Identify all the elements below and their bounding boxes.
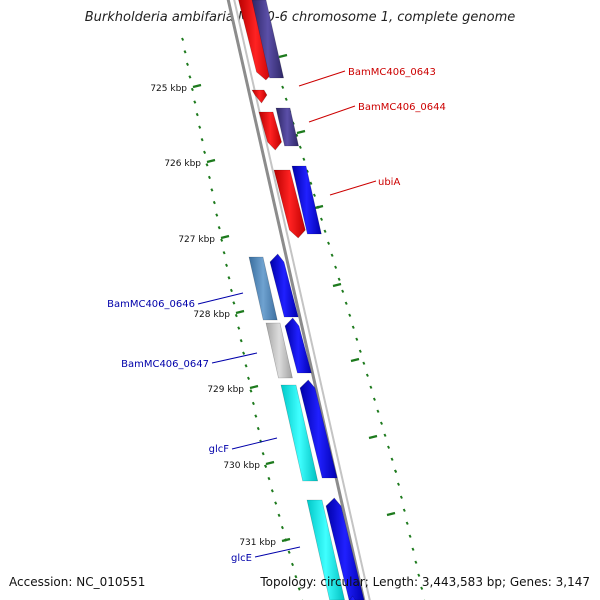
gene-block-forward[interactable]: [306, 499, 345, 600]
gene-leader-line: [254, 546, 301, 558]
cds-block-forward[interactable]: [346, 595, 360, 600]
outer-major-tick: [386, 511, 396, 517]
gene-leader-line: [308, 105, 356, 123]
features: [238, 0, 365, 600]
major-tick: [249, 384, 259, 390]
map-title: Burkholderia ambifaria MC40-6 chromosome…: [84, 10, 516, 25]
gene-leader-line: [211, 352, 258, 364]
tick-label: 730 kbp: [223, 461, 260, 471]
tick-label: 725 kbp: [150, 84, 187, 94]
gene-block-forward[interactable]: [280, 384, 319, 482]
scale-ticks: 725 kbp 726 kbp 727 kbp 728 kbp 729 kbp 730 k…: [150, 37, 426, 600]
labels: BamMC406_0643 BamMC406_0644 ubiA BamMC406_0…: [107, 67, 446, 564]
cds-block-forward[interactable]: [299, 379, 338, 479]
summary-text: Topology: circular; Length: 3,443,583 bp…: [260, 575, 590, 589]
major-tick: [235, 309, 245, 315]
accession-text: Accession: NC_010551: [9, 575, 146, 589]
outer-major-tick: [332, 282, 342, 288]
gene-label[interactable]: BamMC406_0643: [348, 67, 436, 78]
major-tick: [220, 234, 230, 240]
major-tick: [281, 537, 291, 543]
gene-block-forward[interactable]: [248, 256, 278, 321]
major-tick: [192, 83, 202, 89]
gene-leader-line: [298, 70, 346, 87]
outer-major-tick: [368, 434, 378, 440]
backbone: [226, 0, 371, 600]
major-tick: [265, 460, 275, 466]
cds-block-forward[interactable]: [284, 317, 312, 374]
cds-block-forward[interactable]: [269, 253, 299, 318]
tick-label: 728 kbp: [193, 310, 230, 320]
cds-block-reverse[interactable]: [275, 107, 299, 147]
gene-block-forward[interactable]: [265, 322, 293, 379]
tick-label: 727 kbp: [178, 235, 215, 245]
outer-major-tick: [350, 357, 360, 363]
gene-label[interactable]: ubiA: [378, 177, 400, 188]
gene-label[interactable]: BamMC406_0647: [121, 359, 209, 370]
cds-block-reverse[interactable]: [291, 165, 322, 235]
gene-label[interactable]: BamMC406_0646: [107, 299, 195, 310]
tick-label: 731 kbp: [239, 538, 276, 548]
scale-dots-left: [181, 37, 304, 600]
gene-label[interactable]: glcF: [209, 444, 230, 455]
gene-block-reverse[interactable]: [251, 89, 268, 104]
gene-leader-line: [329, 180, 377, 196]
outer-major-tick: [296, 129, 306, 135]
outer-major-tick: [314, 204, 324, 210]
cds-block-reverse[interactable]: [251, 0, 285, 79]
gene-block-reverse[interactable]: [273, 169, 306, 239]
gene-leader-line: [231, 437, 278, 450]
backbone-line-left: [226, 0, 366, 600]
gene-label[interactable]: glcE: [231, 553, 252, 564]
gene-leader-line: [197, 292, 244, 305]
gene-label[interactable]: BamMC406_0644: [358, 102, 446, 113]
outer-major-tick: [278, 53, 288, 59]
major-tick: [206, 158, 216, 164]
gene-block-reverse[interactable]: [258, 111, 282, 151]
tick-label: 729 kbp: [207, 385, 244, 395]
tick-label: 726 kbp: [164, 159, 201, 169]
cds-block-forward[interactable]: [325, 497, 365, 600]
